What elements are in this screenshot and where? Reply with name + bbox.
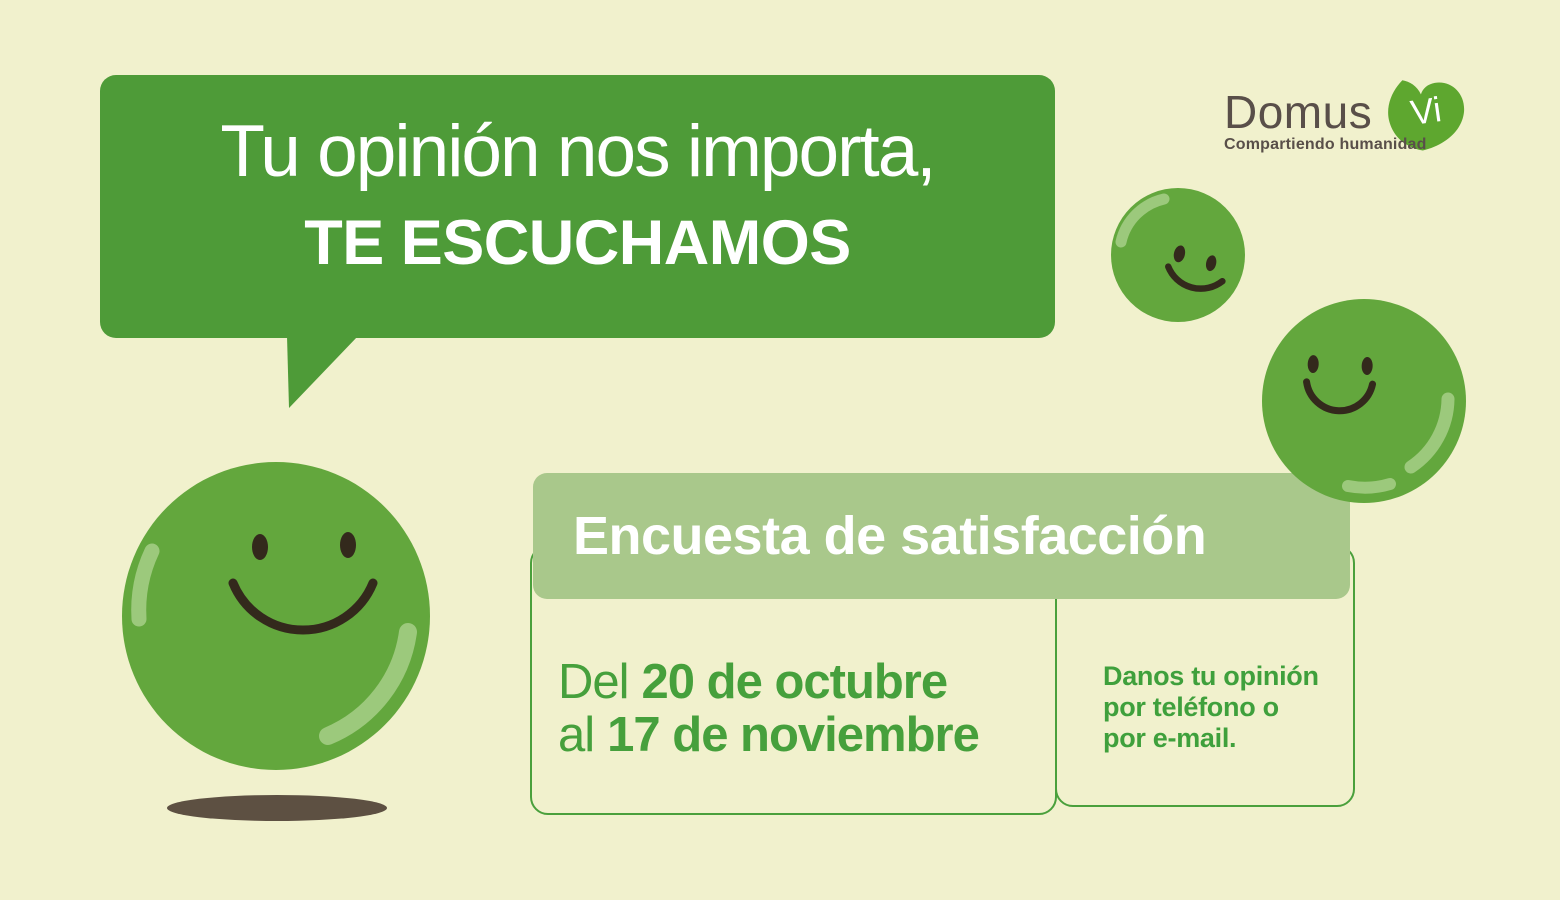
smiley-face-large-icon	[122, 462, 430, 821]
survey-title: Encuesta de satisfacción	[573, 506, 1207, 566]
date-prefix-del: Del	[558, 655, 630, 709]
speech-bubble	[100, 75, 1055, 338]
date-line-end: al 17 de noviembre	[558, 708, 980, 762]
survey-banner: Encuesta de satisfacción	[533, 473, 1350, 599]
contact-instructions: Danos tu opinión por teléfono o por e-ma…	[1103, 661, 1319, 754]
floor-shadow-ellipse	[167, 795, 387, 821]
headline-line2: TE ESCUCHAMOS	[304, 208, 851, 278]
contact-line: por teléfono o	[1103, 692, 1279, 722]
contact-line: Danos tu opinión	[1103, 661, 1319, 691]
smiley-face-medium-icon	[1262, 299, 1466, 503]
logo-wordmark: Domus	[1224, 86, 1373, 138]
date-start-value: 20 de octubre	[641, 655, 949, 709]
headline-line1: Tu opinión nos importa,	[220, 111, 936, 192]
survey-dates: Del 20 de octubre al 17 de noviembre	[558, 656, 980, 762]
logo-heart-leaf-icon	[1388, 80, 1465, 151]
logo-tagline: Compartiendo humanidad	[1224, 136, 1427, 153]
date-line-start: Del 20 de octubre	[558, 656, 979, 709]
date-prefix-al: al	[558, 708, 595, 762]
date-end-value: 17 de noviembre	[607, 708, 980, 762]
smiley-face-small-icon	[1111, 188, 1245, 322]
speech-bubble-tail-icon	[287, 336, 358, 408]
contact-line: por e-mail.	[1103, 723, 1237, 753]
